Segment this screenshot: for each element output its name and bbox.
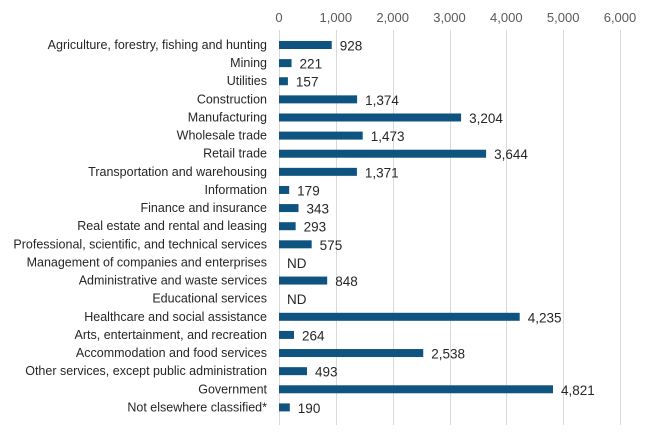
x-tick-label: 3,000 <box>433 10 466 25</box>
category-label: Retail trade <box>203 147 267 161</box>
category-label: Construction <box>197 92 267 106</box>
data-label: 1,371 <box>365 165 399 180</box>
category-label: Government <box>198 382 267 396</box>
bar <box>279 149 487 158</box>
category-label: Healthcare and social assistance <box>84 310 267 324</box>
category-label: Other services, except public administra… <box>25 364 267 378</box>
category-label: Manufacturing <box>188 110 267 124</box>
data-label: ND <box>287 256 307 271</box>
data-label: 493 <box>315 365 338 380</box>
data-label: ND <box>287 292 307 307</box>
bar <box>279 113 462 122</box>
bar <box>279 385 553 394</box>
x-tick-label: 5,000 <box>547 10 580 25</box>
category-label: Mining <box>230 56 267 70</box>
category-label: Real estate and rental and leasing <box>77 219 267 233</box>
data-label: 179 <box>297 183 320 198</box>
category-label: Arts, entertainment, and recreation <box>75 328 268 342</box>
data-label: 4,235 <box>528 310 562 325</box>
category-label: Wholesale trade <box>177 129 267 143</box>
bar <box>279 403 290 412</box>
data-label: 4,821 <box>561 383 595 398</box>
data-label: 928 <box>340 39 363 54</box>
bar <box>279 131 363 140</box>
data-label: 1,374 <box>365 93 399 108</box>
data-label: 264 <box>302 328 325 343</box>
bar <box>279 59 292 68</box>
category-label: Transportation and warehousing <box>88 165 267 179</box>
category-label: Management of companies and enterprises <box>27 255 267 269</box>
data-label: 3,644 <box>494 147 528 162</box>
data-label: 343 <box>306 202 329 217</box>
data-label: 190 <box>298 401 321 416</box>
x-tick-label: 6,000 <box>604 10 637 25</box>
data-label: 293 <box>304 220 327 235</box>
bar <box>279 349 424 358</box>
bar <box>279 185 290 194</box>
bars <box>279 41 553 412</box>
bar <box>279 330 295 339</box>
data-label: 848 <box>335 274 358 289</box>
data-labels: 928 221 157 1,374 3,204 1,473 3,644 1,371 179 343… <box>287 39 595 416</box>
x-tick-label: 0 <box>275 10 282 25</box>
bar <box>279 367 308 376</box>
bar <box>279 77 288 86</box>
data-label: 3,204 <box>469 111 503 126</box>
bar <box>279 95 358 104</box>
category-label: Administrative and waste services <box>79 274 267 288</box>
data-label: 575 <box>320 238 343 253</box>
category-label: Information <box>204 183 267 197</box>
x-axis-ticks: 0 1,000 2,000 3,000 4,000 5,000 6,000 <box>275 10 636 25</box>
bar <box>279 276 328 285</box>
data-label: 2,538 <box>431 347 465 362</box>
category-label: Professional, scientific, and technical … <box>13 237 267 251</box>
bar <box>279 204 299 213</box>
x-tick-label: 4,000 <box>490 10 523 25</box>
x-tick-label: 1,000 <box>320 10 353 25</box>
category-label: Educational services <box>152 292 267 306</box>
category-label: Finance and insurance <box>141 201 268 215</box>
data-label: 157 <box>296 75 319 90</box>
category-labels: Agriculture, forestry, fishing and hunti… <box>13 38 267 414</box>
data-label: 1,473 <box>371 129 405 144</box>
bar <box>279 167 357 176</box>
category-label: Agriculture, forestry, fishing and hunti… <box>48 38 267 52</box>
category-label: Utilities <box>227 74 267 88</box>
bar <box>279 41 332 49</box>
x-tick-label: 2,000 <box>376 10 409 25</box>
bar <box>279 312 520 321</box>
category-label: Accommodation and food services <box>76 346 267 360</box>
category-label: Not elsewhere classified* <box>127 400 267 414</box>
bar <box>279 240 312 249</box>
data-label: 221 <box>300 57 323 72</box>
bar <box>279 222 296 231</box>
